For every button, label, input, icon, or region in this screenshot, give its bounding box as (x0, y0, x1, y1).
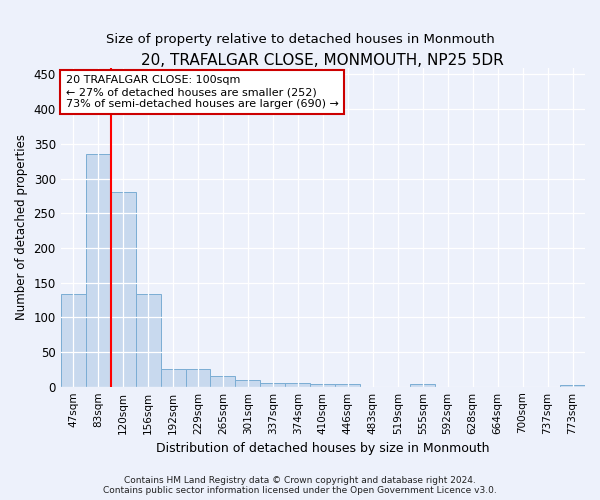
Bar (185, 370, 211, 386)
Text: Contains HM Land Registry data © Crown copyright and database right 2024.
Contai: Contains HM Land Registry data © Crown c… (103, 476, 497, 495)
Bar (310, 384, 335, 386)
X-axis label: Distribution of detached houses by size in Monmouth: Distribution of detached houses by size … (156, 442, 490, 455)
Bar (335, 384, 360, 386)
Bar (286, 382, 310, 386)
Bar (410, 384, 435, 386)
Bar (211, 376, 235, 386)
Text: Size of property relative to detached houses in Monmouth: Size of property relative to detached ho… (106, 32, 494, 46)
Bar (86, 154, 110, 386)
Bar (235, 380, 260, 386)
Bar (260, 382, 286, 386)
Bar (136, 294, 161, 386)
Bar (560, 384, 585, 386)
Text: 20 TRAFALGAR CLOSE: 100sqm
← 27% of detached houses are smaller (252)
73% of sem: 20 TRAFALGAR CLOSE: 100sqm ← 27% of deta… (66, 76, 339, 108)
Bar (61, 294, 86, 386)
Y-axis label: Number of detached properties: Number of detached properties (15, 134, 28, 320)
Bar (161, 370, 185, 386)
Title: 20, TRAFALGAR CLOSE, MONMOUTH, NP25 5DR: 20, TRAFALGAR CLOSE, MONMOUTH, NP25 5DR (142, 52, 504, 68)
Bar (110, 192, 136, 386)
